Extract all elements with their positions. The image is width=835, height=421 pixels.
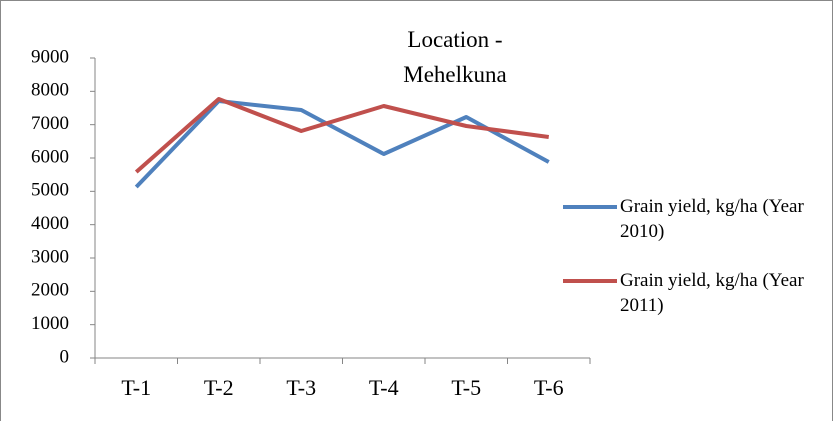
- legend-label: Grain yield, kg/ha (Year 2010): [620, 196, 804, 242]
- y-tick-label: 4000: [31, 213, 69, 234]
- y-tick-label: 3000: [31, 246, 69, 267]
- y-tick-label: 8000: [31, 80, 69, 101]
- y-tick-label: 1000: [31, 313, 69, 334]
- y-tick-label: 6000: [31, 146, 69, 167]
- x-tick-label: T-1: [121, 375, 151, 400]
- series-line: [134, 97, 550, 174]
- y-tick-label: 7000: [31, 113, 69, 134]
- x-tick-label: T-3: [286, 375, 316, 400]
- x-tick-label: T-2: [204, 375, 234, 400]
- series-line: [134, 99, 550, 189]
- legend-label: Grain yield, kg/ha (Year 2011): [620, 270, 804, 316]
- x-tick-label: T-5: [451, 375, 481, 400]
- y-tick-label: 2000: [31, 280, 69, 301]
- x-tick-label: T-6: [534, 375, 564, 400]
- y-tick-label: 5000: [31, 180, 69, 201]
- y-tick-label: 9000: [31, 46, 69, 67]
- chart-title: Location - Mehelkuna: [403, 27, 507, 87]
- y-tick-label: 0: [60, 346, 70, 367]
- x-tick-label: T-4: [369, 375, 399, 400]
